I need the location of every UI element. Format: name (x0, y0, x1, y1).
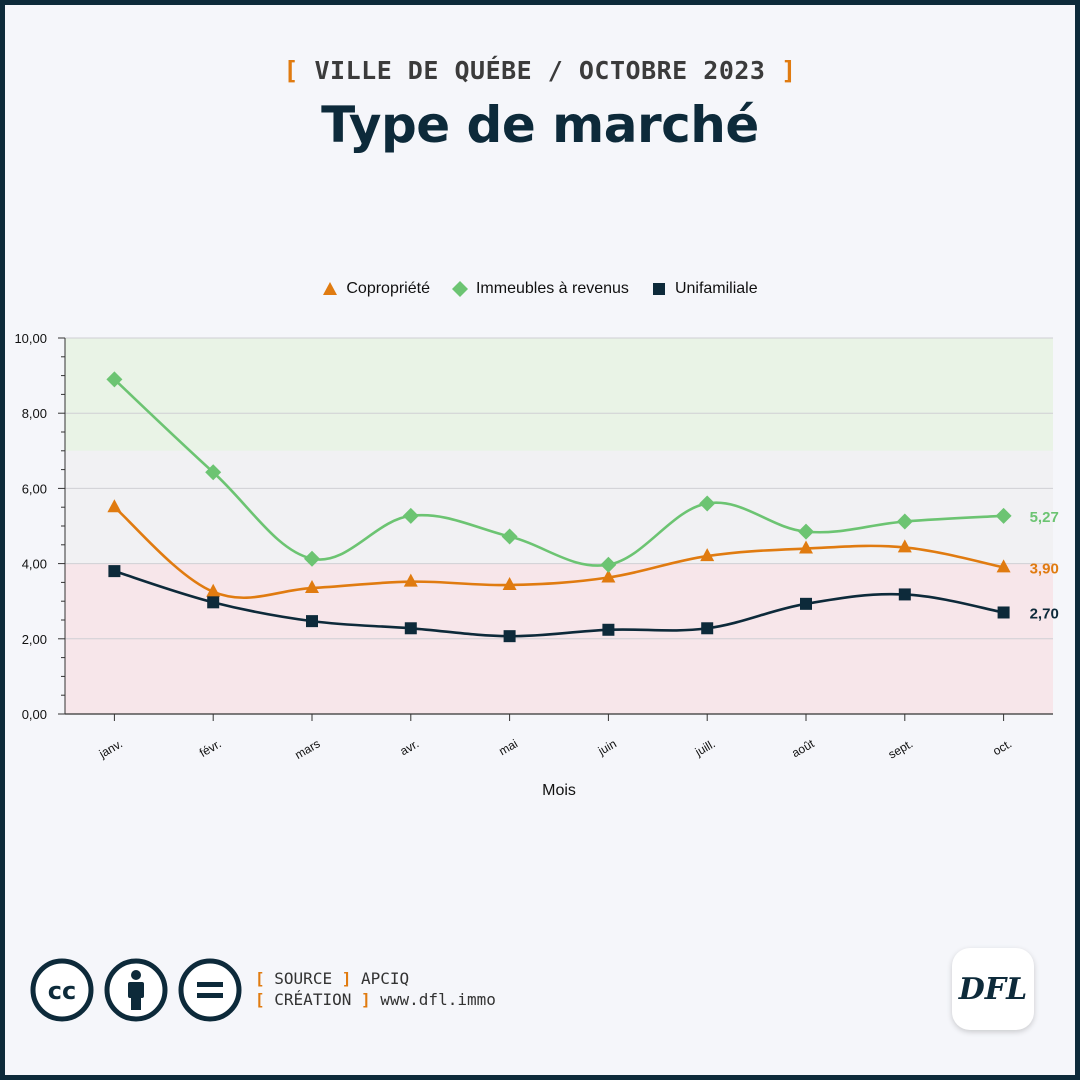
legend-item-copropriete[interactable]: Copropriété (322, 280, 430, 298)
license-icons: cc (30, 958, 242, 1022)
legend-label-immeubles: Immeubles à revenus (475, 280, 629, 297)
data-point (206, 583, 221, 597)
end-value-label: 3,90 (1030, 560, 1059, 577)
chart-band-2 (65, 338, 1053, 451)
series-line (113, 506, 1004, 600)
data-point (996, 559, 1011, 573)
triangle-marker-icon (323, 282, 338, 295)
y-tick-label: 6,00 (22, 481, 47, 496)
data-point (601, 569, 616, 583)
data-point (897, 539, 912, 553)
square-marker-icon (652, 283, 665, 295)
data-point (896, 513, 913, 530)
data-point (205, 464, 222, 481)
page-title: Type de marché (321, 96, 759, 154)
x-tick-label: sept. (886, 736, 916, 761)
legend-item-immeubles[interactable]: Immeubles à revenus (451, 280, 629, 298)
x-tick-label: juin (595, 736, 619, 758)
y-tick-label: 8,00 (22, 406, 47, 421)
chart-legend: Copropriété Immeubles à revenus Unifamil… (0, 280, 1080, 298)
creation-value[interactable]: www.dfl.immo (380, 990, 496, 1009)
series-diamond: 5,27 (106, 371, 1059, 573)
data-point (995, 507, 1012, 524)
data-point (404, 622, 417, 635)
x-tick-label: avr. (398, 736, 422, 758)
y-tick-label: 10,00 (14, 331, 47, 346)
diamond-marker-icon (451, 281, 468, 297)
creation-label: CRÉATION (274, 990, 352, 1009)
data-point (799, 540, 813, 554)
page-subtitle: [ VILLE DE QUÉBE / OCTOBRE 2023 ] (0, 56, 1080, 85)
y-tick-label: 0,00 (22, 707, 47, 722)
no-derivatives-icon (178, 958, 242, 1022)
series-square: 2,70 (108, 565, 1059, 643)
y-tick-label: 2,00 (22, 632, 47, 647)
bracket-close: ] (781, 56, 797, 85)
data-point (699, 495, 716, 512)
series-line (113, 378, 1004, 567)
data-point (602, 623, 615, 636)
data-point (898, 588, 911, 601)
data-point (304, 550, 320, 567)
x-tick-label: juill. (692, 736, 718, 759)
data-point (503, 630, 516, 643)
data-point (798, 523, 814, 540)
y-tick-label: 4,00 (22, 557, 47, 572)
source-line: [ SOURCE ] APCIQ (255, 969, 410, 988)
legend-label-unifamiliale: Unifamiliale (674, 280, 758, 297)
line-chart: 0,00 2,00 4,00 6,00 8,00 10,00 janv. févr. mars a… (14, 331, 1059, 799)
attribution-icon (104, 958, 168, 1022)
x-tick-label: mars (292, 736, 322, 761)
series-triangle: 3,90 (107, 499, 1059, 600)
dfl-logo: DFL (952, 948, 1034, 1030)
creation-line: [ CRÉATION ] www.dfl.immo (255, 990, 496, 1009)
bracket-open: [ (283, 56, 299, 85)
data-point (207, 596, 220, 609)
data-point (502, 577, 517, 591)
data-point (600, 556, 617, 573)
x-tick-label: mai (496, 736, 520, 758)
data-point (701, 622, 714, 635)
data-point (305, 580, 319, 594)
data-point (997, 606, 1010, 619)
data-point (107, 499, 122, 513)
x-tick-label: févr. (197, 736, 224, 759)
data-point (800, 597, 812, 610)
chart-band-1 (65, 450, 1053, 564)
data-point (106, 371, 123, 388)
legend-label-copropriete: Copropriété (346, 280, 430, 297)
series-line (114, 569, 1004, 638)
x-tick-label: août (789, 736, 817, 760)
data-point (402, 507, 419, 524)
x-tick-label: janv. (96, 736, 125, 761)
legend-item-unifamiliale[interactable]: Unifamiliale (651, 280, 758, 298)
cc-icon: cc (30, 958, 94, 1022)
svg-text:cc: cc (48, 977, 76, 1005)
end-value-label: 5,27 (1030, 509, 1059, 526)
source-label: SOURCE (274, 969, 333, 988)
end-value-label: 2,70 (1030, 605, 1059, 622)
data-point (108, 565, 121, 578)
credits-block: [ SOURCE ] APCIQ [ CRÉATION ] www.dfl.im… (255, 968, 496, 1010)
data-point (306, 615, 318, 628)
x-tick-label: oct. (990, 736, 1014, 758)
x-axis-title: Mois (542, 782, 576, 799)
data-point (700, 548, 715, 562)
source-value: APCIQ (361, 969, 410, 988)
subtitle-text: VILLE DE QUÉBE / OCTOBRE 2023 (314, 56, 766, 85)
data-point (501, 528, 518, 545)
data-point (403, 573, 418, 587)
